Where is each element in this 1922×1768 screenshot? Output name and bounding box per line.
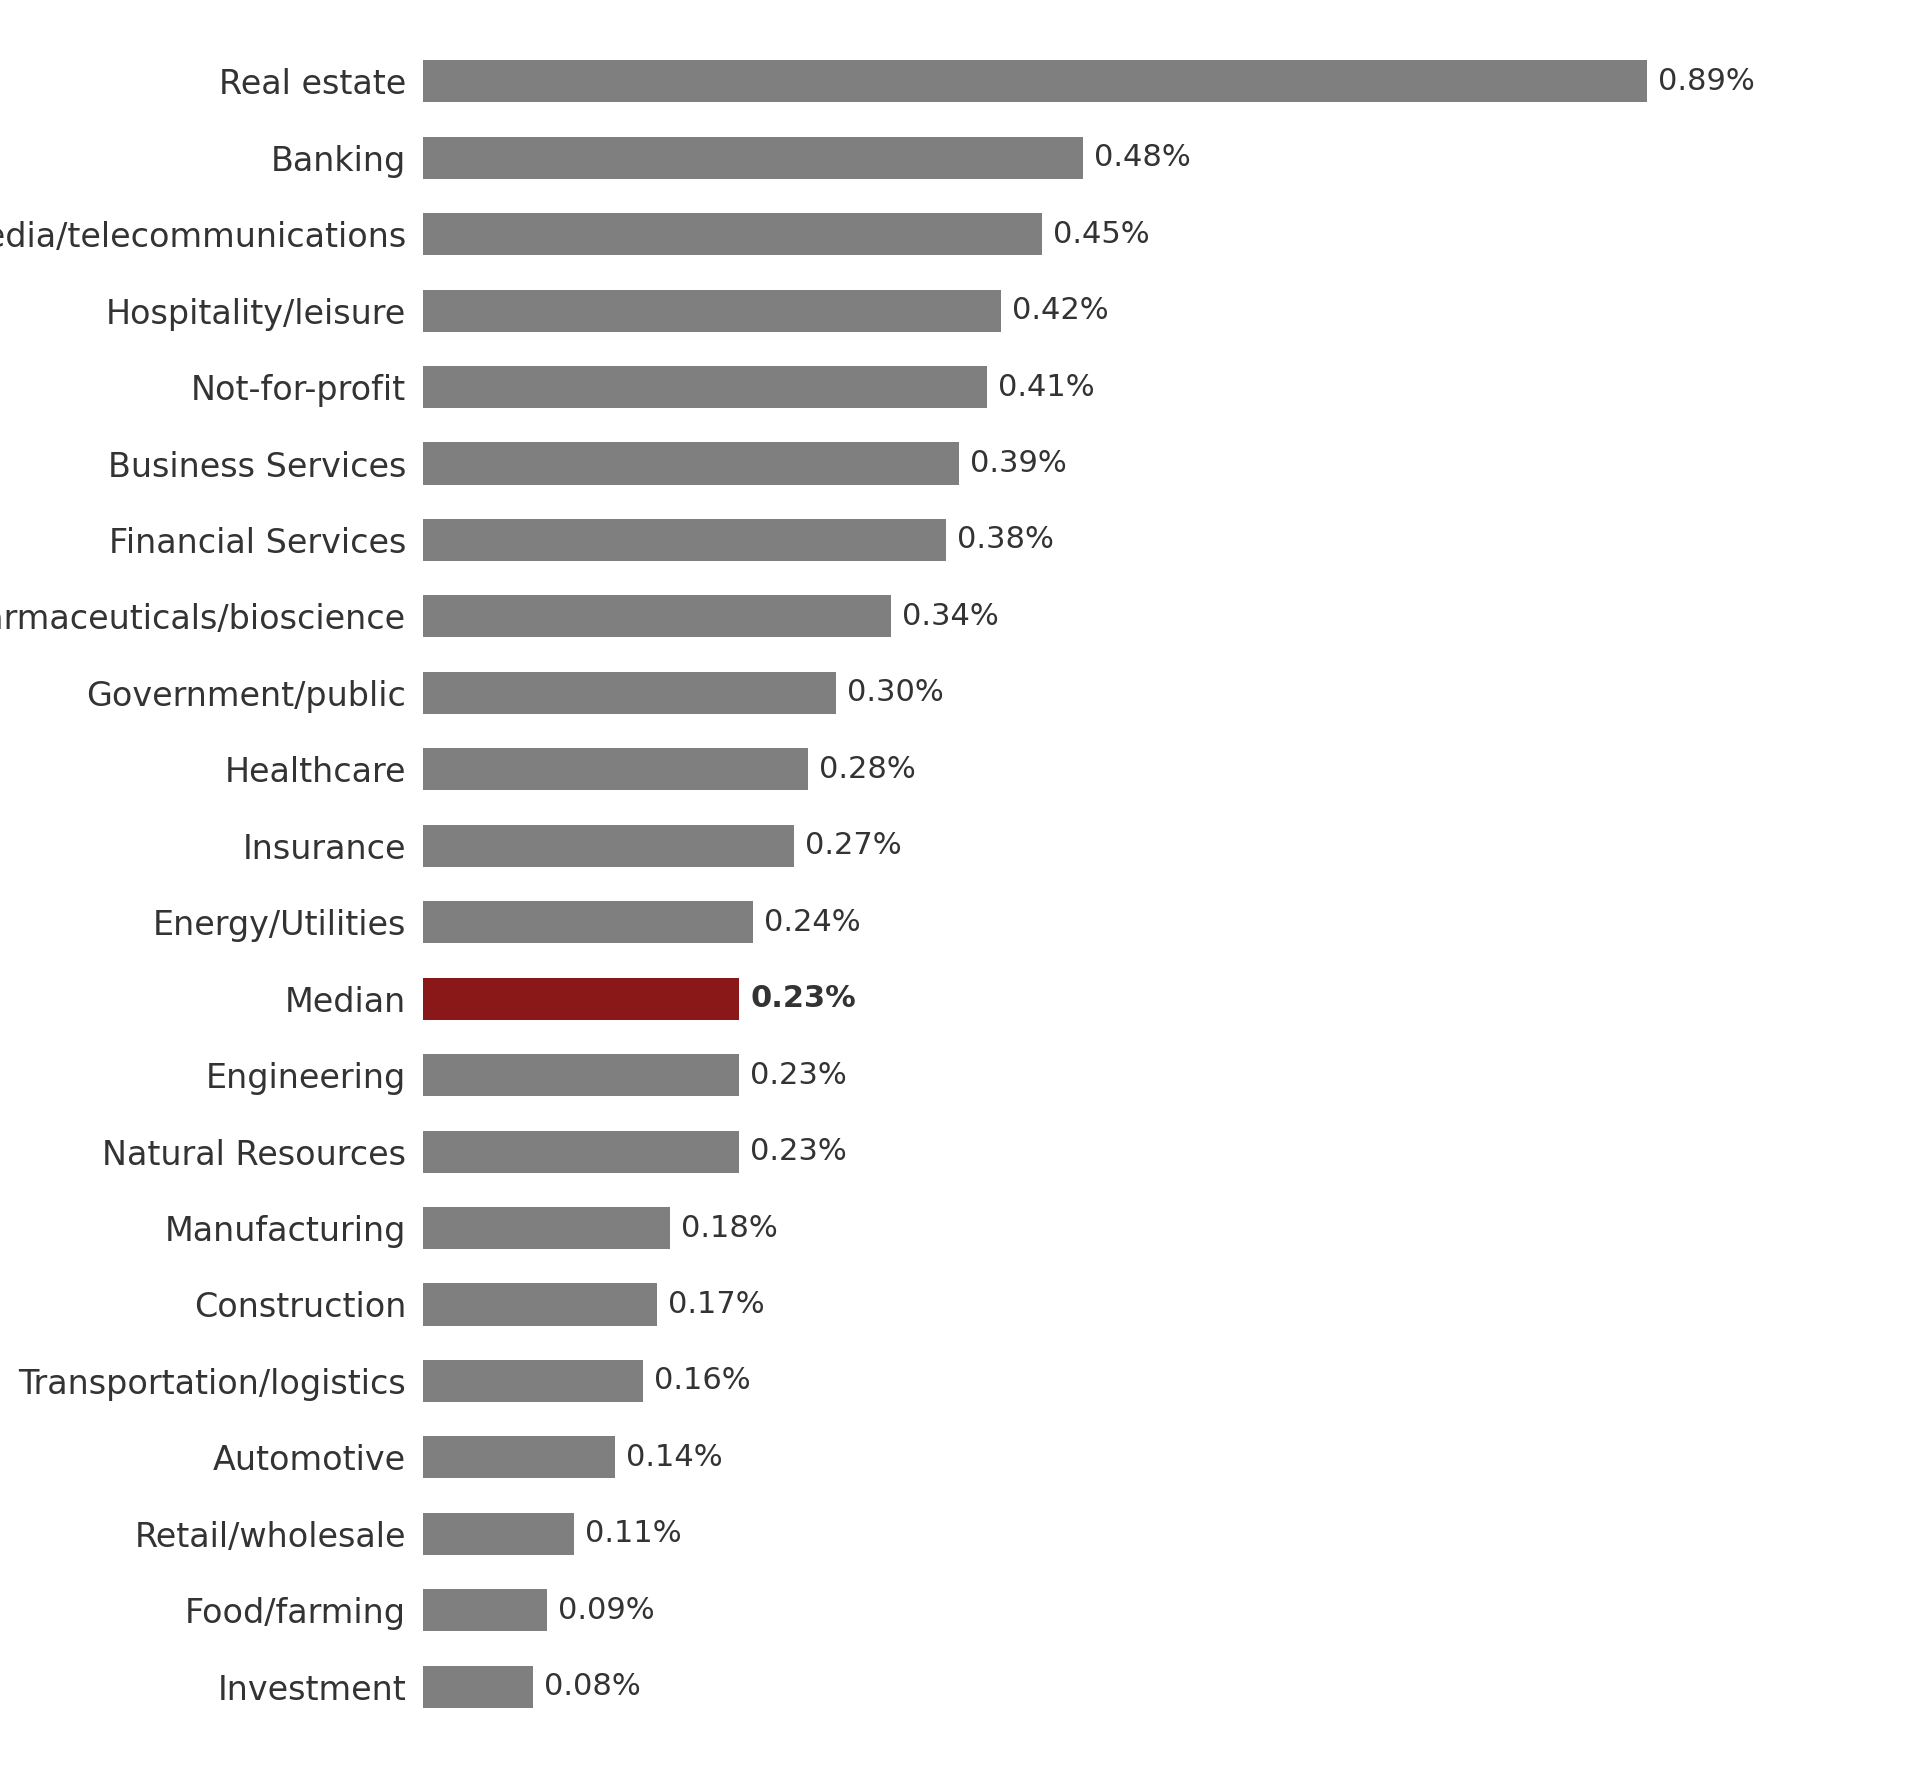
Text: 0.08%: 0.08% [544,1673,640,1701]
Text: 0.24%: 0.24% [763,907,861,937]
Text: 0.38%: 0.38% [957,525,1053,555]
Text: 0.45%: 0.45% [1053,219,1149,249]
Bar [423,1284,657,1326]
Text: 0.48%: 0.48% [1094,143,1192,171]
Bar [423,824,794,866]
Bar [423,978,740,1020]
Bar [423,748,807,790]
Text: 0.09%: 0.09% [557,1597,653,1625]
Text: 0.14%: 0.14% [627,1443,723,1473]
Bar [423,672,836,714]
Bar [423,1436,615,1478]
Text: 0.30%: 0.30% [846,679,944,707]
Text: 0.11%: 0.11% [584,1519,682,1549]
Bar [423,1360,644,1402]
Bar [423,520,946,560]
Bar [423,290,1001,332]
Text: 0.42%: 0.42% [1011,295,1109,325]
Bar [423,136,1084,179]
Bar [423,1513,575,1554]
Bar [423,902,753,944]
Text: 0.89%: 0.89% [1659,67,1755,95]
Bar [423,1130,740,1172]
Bar [423,366,986,408]
Bar [423,1665,532,1708]
Text: 0.23%: 0.23% [750,985,855,1013]
Text: 0.28%: 0.28% [819,755,915,783]
Text: 0.23%: 0.23% [750,1061,848,1089]
Text: 0.23%: 0.23% [750,1137,848,1167]
Bar [423,60,1647,103]
Bar [423,1589,546,1632]
Text: 0.16%: 0.16% [653,1367,752,1395]
Bar [423,214,1042,255]
Text: 0.41%: 0.41% [998,373,1094,401]
Text: 0.17%: 0.17% [667,1291,765,1319]
Bar [423,442,959,484]
Text: 0.39%: 0.39% [971,449,1067,477]
Text: 0.27%: 0.27% [805,831,901,861]
Bar [423,1208,671,1248]
Text: 0.34%: 0.34% [901,601,998,631]
Bar [423,1054,740,1096]
Bar [423,596,890,638]
Text: 0.18%: 0.18% [682,1213,778,1243]
